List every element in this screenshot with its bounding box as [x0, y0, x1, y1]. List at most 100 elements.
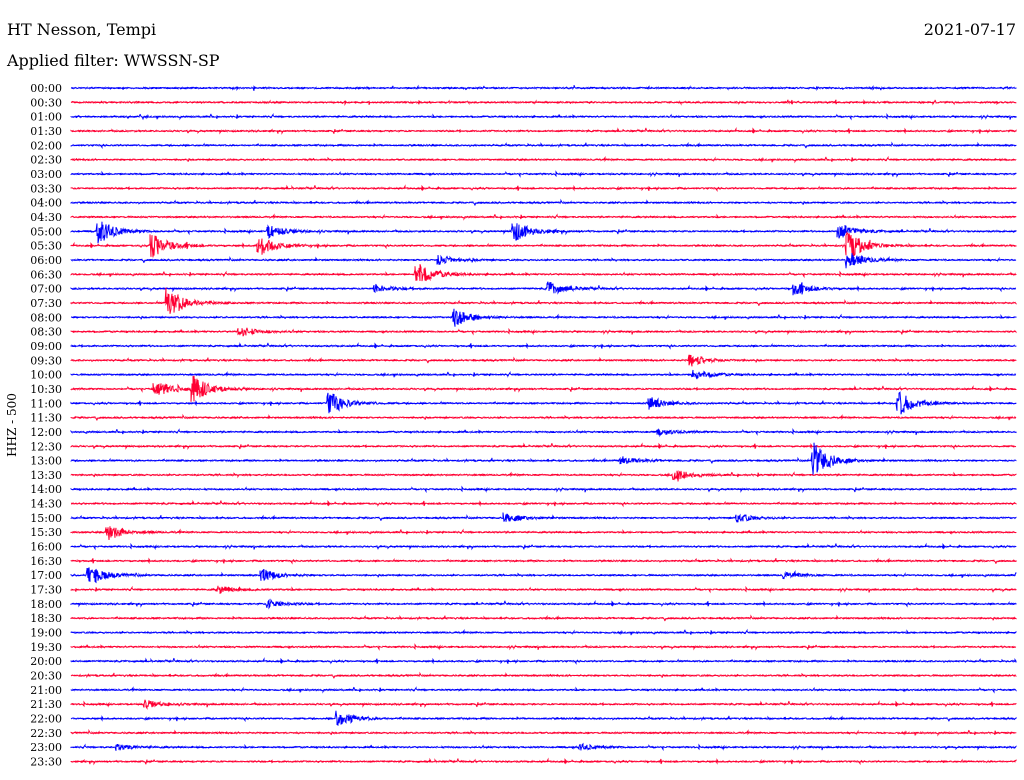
- trace-row: [70, 742, 1017, 752]
- trace-row: [70, 391, 1017, 415]
- row-time-label: 17:00: [30, 569, 62, 582]
- trace-row: [70, 98, 1017, 107]
- row-time-label: 07:30: [30, 297, 62, 310]
- row-time-label: 22:00: [30, 713, 62, 726]
- row-time-label: 08:00: [30, 311, 62, 324]
- trace-row: [70, 628, 1017, 636]
- trace-row: [70, 728, 1017, 737]
- row-time-label: 13:30: [30, 469, 62, 482]
- trace-row: [70, 221, 1017, 244]
- date-label: 2021-07-17: [923, 20, 1016, 39]
- trace-row: [70, 342, 1017, 350]
- trace-row: [70, 470, 1017, 482]
- trace-row: [70, 598, 1017, 610]
- row-time-label: 11:00: [30, 397, 62, 410]
- trace-row: [70, 557, 1017, 565]
- trace-row: [70, 567, 1017, 584]
- trace-row: [70, 126, 1017, 135]
- row-time-label: 07:00: [30, 283, 62, 296]
- row-time-label: 04:30: [30, 211, 62, 224]
- trace-row: [70, 354, 1017, 367]
- row-time-label: 21:30: [30, 698, 62, 711]
- trace-row: [70, 413, 1017, 421]
- trace-row: [70, 198, 1017, 206]
- row-time-label: 15:00: [30, 512, 62, 525]
- row-time-label: 10:30: [30, 383, 62, 396]
- trace-row: [70, 442, 1017, 476]
- trace-row: [70, 155, 1017, 164]
- row-time-label: 21:00: [30, 684, 62, 697]
- trace-row: [70, 213, 1017, 221]
- row-time-label: 13:00: [30, 455, 62, 468]
- trace-row: [70, 757, 1017, 766]
- trace-row: [70, 585, 1017, 594]
- trace-row: [70, 112, 1017, 121]
- filter-label: Applied filter: WWSSN-SP: [7, 51, 220, 70]
- row-time-label: 00:30: [30, 96, 62, 109]
- row-time-label: 09:30: [30, 354, 62, 367]
- trace-row: [70, 686, 1017, 694]
- trace-row: [70, 699, 1017, 710]
- station-title: HT Nesson, Tempi: [7, 20, 157, 39]
- row-time-label: 18:00: [30, 598, 62, 611]
- trace-row: [70, 526, 1017, 541]
- row-time-label: 18:30: [30, 612, 62, 625]
- row-time-label: 17:30: [30, 584, 62, 597]
- trace-row: [70, 84, 1017, 92]
- row-time-label: 14:00: [30, 483, 62, 496]
- row-time-label: 06:30: [30, 268, 62, 281]
- row-time-label: 05:30: [30, 240, 62, 253]
- y-axis-label: HHZ - 500: [5, 393, 19, 457]
- trace-row: [70, 442, 1017, 451]
- row-time-label: 22:30: [30, 727, 62, 740]
- row-time-label: 09:00: [30, 340, 62, 353]
- row-time-label: 01:30: [30, 125, 62, 138]
- row-time-label: 12:30: [30, 440, 62, 453]
- trace-row: [70, 327, 1017, 337]
- trace-row: [70, 485, 1017, 494]
- row-time-label: 14:30: [30, 498, 62, 511]
- row-time-label: 05:00: [30, 225, 62, 238]
- trace-row: [70, 184, 1017, 192]
- row-time-label: 01:00: [30, 111, 62, 124]
- trace-row: [70, 657, 1017, 665]
- row-time-label: 15:30: [30, 526, 62, 539]
- trace-row: [70, 643, 1017, 651]
- trace-row: [70, 369, 1017, 380]
- trace-row: [70, 308, 1017, 327]
- row-time-label: 02:00: [30, 139, 62, 152]
- trace-row: [70, 287, 1017, 314]
- trace-row: [70, 253, 1017, 269]
- row-time-label: 16:30: [30, 555, 62, 568]
- trace-row: [70, 375, 1017, 402]
- row-time-label: 19:30: [30, 641, 62, 654]
- trace-row: [70, 614, 1017, 622]
- row-time-label: 11:30: [30, 412, 62, 425]
- row-time-label: 20:30: [30, 670, 62, 683]
- trace-row: [70, 710, 1017, 726]
- trace-row: [70, 231, 1017, 258]
- row-time-label: 16:00: [30, 541, 62, 554]
- row-time-label: 02:30: [30, 154, 62, 167]
- row-time-label: 00:00: [30, 82, 62, 95]
- trace-row: [70, 281, 1017, 296]
- trace-row: [70, 512, 1017, 523]
- row-time-label: 19:00: [30, 627, 62, 640]
- row-time-label: 03:00: [30, 168, 62, 181]
- row-time-label: 20:00: [30, 655, 62, 668]
- row-time-label: 10:00: [30, 369, 62, 382]
- row-time-label: 04:00: [30, 197, 62, 210]
- trace-row: [70, 671, 1017, 679]
- row-time-label: 03:30: [30, 182, 62, 195]
- row-time-label: 12:00: [30, 426, 62, 439]
- row-time-label: 06:00: [30, 254, 62, 267]
- row-time-label: 08:30: [30, 326, 62, 339]
- trace-row: [70, 499, 1017, 508]
- trace-row: [70, 170, 1017, 178]
- row-time-label: 23:30: [30, 756, 62, 769]
- trace-row: [70, 427, 1017, 438]
- trace-row: [70, 542, 1017, 551]
- row-time-label: 23:00: [30, 741, 62, 754]
- trace-row: [70, 264, 1017, 282]
